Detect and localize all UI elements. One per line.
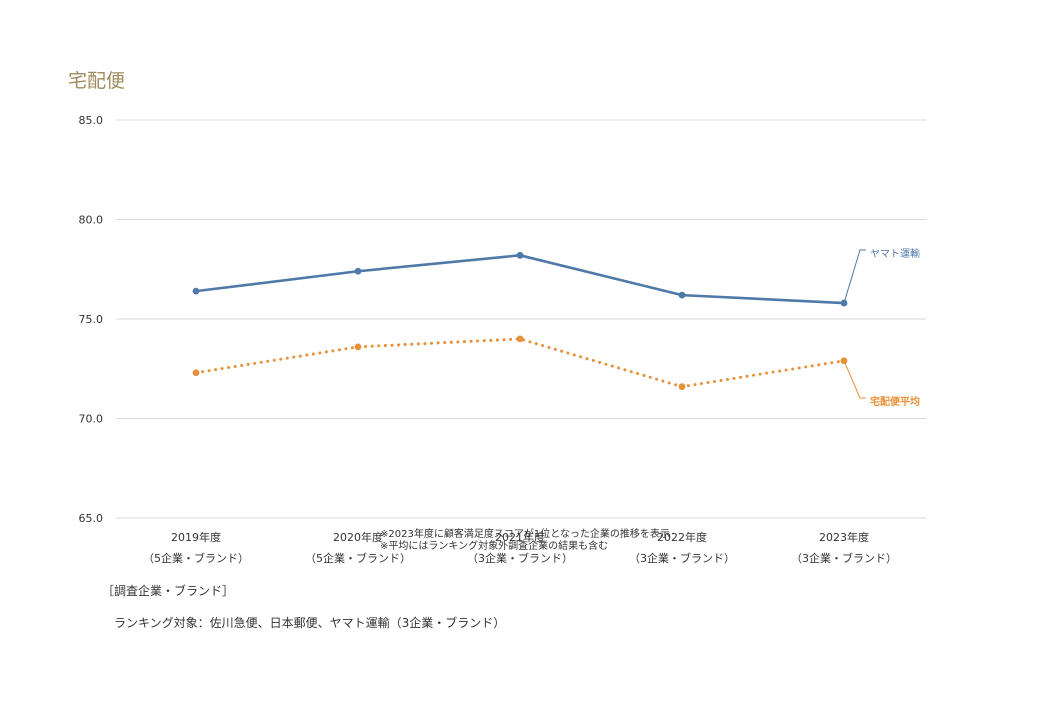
y-tick-label: 65.0 bbox=[79, 512, 104, 525]
series-label: ヤマト運輸 bbox=[870, 247, 920, 260]
y-tick-label: 85.0 bbox=[79, 114, 104, 127]
y-tick-label: 70.0 bbox=[79, 413, 104, 426]
chart-notes: ※2023年度に顧客満足度スコアが1位となった企業の推移を表示※平均にはランキン… bbox=[380, 527, 670, 552]
data-point bbox=[516, 335, 524, 343]
x-axis-ticks: 2019年度（5企業・ブランド） 2020年度（5企業・ブランド） 2021年度（3… bbox=[143, 530, 897, 565]
x-tick-label: 2020年度（5企業・ブランド） bbox=[305, 530, 411, 565]
survey-heading: ［調査企業・ブランド］ bbox=[102, 584, 235, 598]
y-tick-label: 75.0 bbox=[79, 313, 104, 326]
x-tick-label: 2023年度（3企業・ブランド） bbox=[791, 530, 897, 565]
series-lines bbox=[192, 251, 848, 391]
data-point bbox=[354, 343, 362, 351]
data-point bbox=[678, 291, 686, 299]
series-label: 宅配便平均 bbox=[870, 395, 920, 408]
series-line bbox=[194, 254, 846, 305]
label-leader-line bbox=[843, 249, 866, 304]
data-point bbox=[192, 369, 200, 377]
data-point bbox=[192, 287, 200, 295]
ranking-targets: ランキング対象：佐川急便、日本郵便、ヤマト運輸（3企業・ブランド） bbox=[114, 616, 506, 630]
y-axis-ticks: 65.0 70.0 75.0 80.0 85.0 bbox=[79, 114, 104, 525]
data-point bbox=[354, 267, 362, 275]
y-tick-label: 80.0 bbox=[79, 214, 104, 227]
x-tick-label: 2022年度（3企業・ブランド） bbox=[629, 530, 735, 565]
grid-lines bbox=[116, 119, 926, 519]
chart-title: 宅配便 bbox=[68, 70, 126, 92]
series-line bbox=[194, 337, 846, 389]
data-point bbox=[678, 383, 686, 391]
x-tick-label: 2019年度（5企業・ブランド） bbox=[143, 530, 249, 565]
chart-note: ※2023年度に顧客満足度スコアが1位となった企業の推移を表示 bbox=[380, 527, 670, 540]
x-tick-label: 2021年度（3企業・ブランド） bbox=[467, 530, 573, 565]
label-leader-line bbox=[843, 360, 866, 399]
chart-note: ※平均にはランキング対象外調査企業の結果も含む bbox=[380, 539, 608, 552]
data-point bbox=[516, 251, 524, 259]
survey-info: ［調査企業・ブランド］ ランキング対象：佐川急便、日本郵便、ヤマト運輸（3企業・… bbox=[102, 582, 505, 631]
